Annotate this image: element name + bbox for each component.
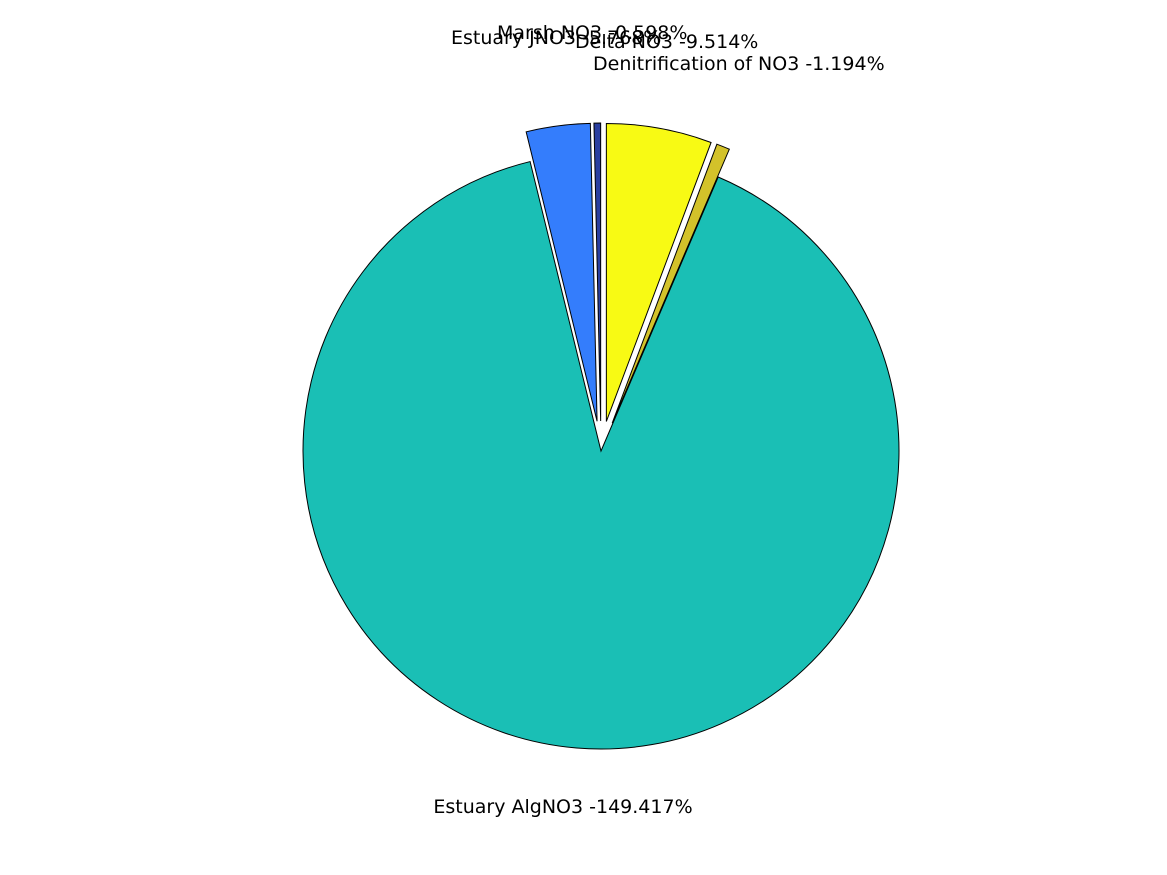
pie-slice [525, 122, 598, 422]
pie-slice [611, 143, 731, 424]
slice-label: Estuary JNO3 -5.768% [451, 27, 661, 49]
slice-label: Estuary AlgNO3 -149.417% [433, 796, 692, 818]
slice-label: Marsh NO3 -0.598% [497, 22, 687, 44]
pie-slice [605, 122, 712, 422]
pie-labels: Estuary AlgNO3 -149.417% Estuary JNO3 -5.… [433, 22, 884, 818]
pie-slice [302, 160, 900, 750]
pie-slices [302, 122, 900, 750]
pie-slice [593, 122, 602, 422]
slice-label: Denitrification of NO3 -1.194% [593, 53, 885, 75]
slice-label: Delta NO3 -9.514% [575, 31, 758, 53]
